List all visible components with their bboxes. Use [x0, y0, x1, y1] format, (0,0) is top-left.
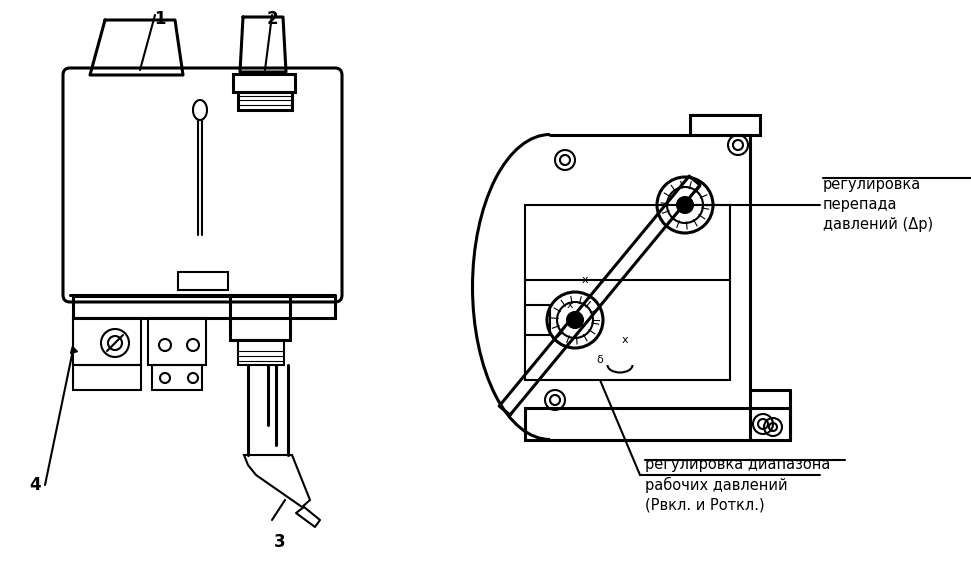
- Bar: [73, 318, 141, 365]
- Bar: [233, 74, 295, 92]
- Circle shape: [677, 197, 693, 213]
- Text: давлений (Δp): давлений (Δp): [823, 217, 933, 232]
- Text: (Рвкл. и Роткл.): (Рвкл. и Роткл.): [645, 497, 764, 512]
- Bar: [148, 318, 206, 365]
- Bar: [525, 205, 730, 380]
- Text: 1: 1: [154, 10, 166, 28]
- Text: x: x: [621, 335, 628, 345]
- Text: x: x: [582, 275, 588, 285]
- Text: x: x: [567, 300, 573, 310]
- Polygon shape: [244, 455, 310, 507]
- Text: перепада: перепада: [823, 197, 897, 213]
- Text: 3: 3: [274, 533, 285, 551]
- Text: регулировка: регулировка: [823, 178, 921, 193]
- Bar: [152, 365, 202, 390]
- Bar: [230, 295, 290, 340]
- Text: δ: δ: [596, 355, 603, 365]
- Bar: [238, 92, 292, 110]
- Text: 2: 2: [266, 10, 278, 28]
- Bar: [73, 365, 141, 390]
- Text: рабочих давлений: рабочих давлений: [645, 477, 787, 493]
- Bar: [525, 305, 550, 335]
- Text: регулировка диапазона: регулировка диапазона: [645, 458, 830, 473]
- Text: 4: 4: [29, 476, 41, 494]
- Bar: [238, 340, 284, 365]
- Bar: [690, 115, 760, 135]
- Bar: [525, 408, 790, 440]
- Bar: [73, 296, 335, 318]
- Circle shape: [567, 312, 583, 328]
- Bar: [178, 272, 228, 290]
